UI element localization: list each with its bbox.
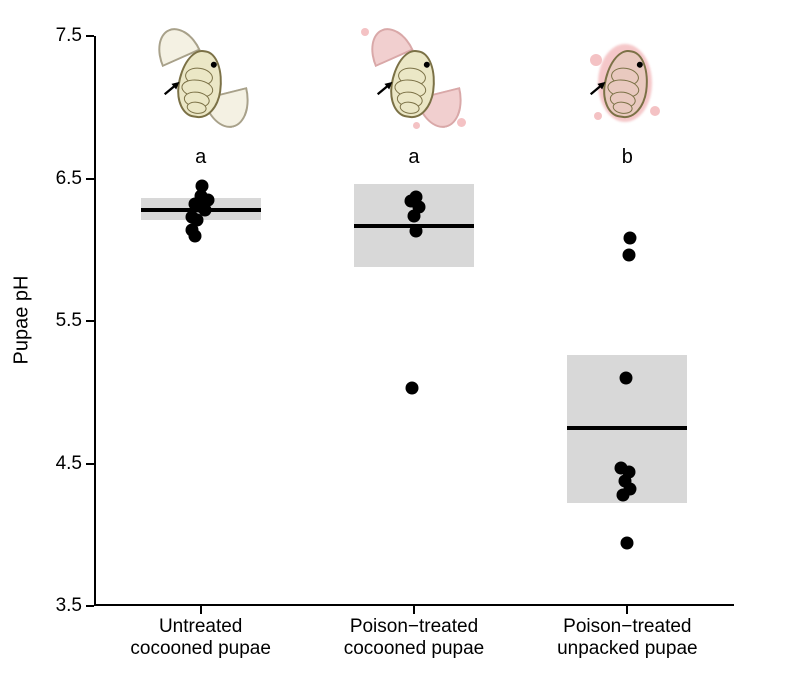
category-poison_cocooned: aPoison−treatedcocooned pupae xyxy=(307,36,520,606)
y-tick-label: 6.5 xyxy=(42,168,82,190)
plot-area: 3.54.55.56.57.5 aUntreatedcocooned pupae… xyxy=(94,36,734,606)
sig-letter: b xyxy=(622,146,633,169)
y-tick xyxy=(86,605,94,607)
data-point xyxy=(620,372,633,385)
sig-letter: a xyxy=(408,146,419,169)
y-axis-title: Pupae pH xyxy=(11,220,34,420)
median-line xyxy=(567,426,687,430)
arrow-icon xyxy=(586,78,608,100)
category-poison_unpacked: bPoison−treatedunpacked pupae xyxy=(521,36,734,606)
y-tick xyxy=(86,35,94,37)
data-point xyxy=(409,225,422,238)
category-untreated: aUntreatedcocooned pupae xyxy=(94,36,307,606)
chart-root: Pupae pH 3.54.55.56.57.5 aUntreatedcocoo… xyxy=(0,0,787,696)
x-label: Poison−treatedunpacked pupae xyxy=(521,616,734,660)
data-point xyxy=(407,209,420,222)
x-tick xyxy=(626,606,628,614)
data-point xyxy=(188,229,201,242)
y-tick xyxy=(86,320,94,322)
sig-letter: a xyxy=(195,146,206,169)
data-point xyxy=(406,381,419,394)
y-tick xyxy=(86,178,94,180)
data-point xyxy=(622,249,635,262)
y-tick-label: 4.5 xyxy=(42,453,82,475)
x-tick xyxy=(413,606,415,614)
data-point xyxy=(624,232,637,245)
x-label: Untreatedcocooned pupae xyxy=(94,616,307,660)
y-tick xyxy=(86,463,94,465)
pupa-icon xyxy=(572,26,682,136)
pupa-icon xyxy=(146,26,256,136)
data-point xyxy=(621,537,634,550)
y-tick-label: 7.5 xyxy=(42,25,82,47)
arrow-icon xyxy=(373,78,395,100)
arrow-icon xyxy=(160,78,182,100)
x-tick xyxy=(200,606,202,614)
y-tick-label: 3.5 xyxy=(42,595,82,617)
pupa-icon xyxy=(359,26,469,136)
x-label: Poison−treatedcocooned pupae xyxy=(307,616,520,660)
y-tick-label: 5.5 xyxy=(42,310,82,332)
data-point xyxy=(616,488,629,501)
